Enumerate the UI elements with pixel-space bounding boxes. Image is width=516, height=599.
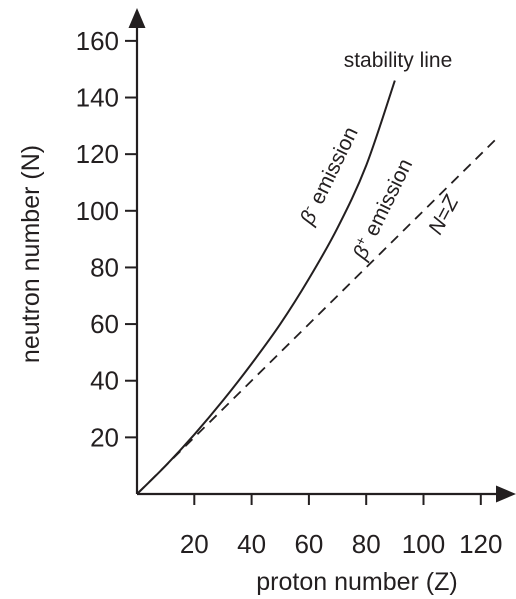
x-axis-title: proton number (Z) [256, 568, 457, 596]
y-axis-title: neutron number (N) [17, 145, 45, 363]
x-tick-label: 20 [180, 529, 209, 559]
n-equals-z-label: N=Z [424, 191, 464, 238]
y-tick-label: 60 [90, 309, 119, 339]
y-axis-arrow [128, 8, 146, 28]
x-ticks: 20 40 60 80 100 120 [180, 494, 502, 559]
x-tick-label: 40 [237, 529, 266, 559]
y-tick-label: 120 [76, 139, 119, 169]
beta-plus-annotation: β+ emission [346, 154, 418, 264]
y-ticks: 20 40 60 80 100 120 140 160 [76, 26, 137, 452]
x-tick-label: 120 [459, 529, 502, 559]
beta-minus-text: emission [303, 123, 363, 213]
beta-plus-text: emission [358, 155, 418, 245]
x-tick-label: 80 [352, 529, 381, 559]
stability-line-label: stability line [344, 49, 453, 72]
beta-minus-annotation: β- emission [293, 122, 363, 229]
stability-line [136, 80, 396, 495]
series-layer [136, 80, 496, 495]
x-tick-label: 100 [402, 529, 445, 559]
beta-minus-sign: - [298, 202, 315, 214]
y-tick-label: 160 [76, 26, 119, 56]
y-tick-label: 20 [90, 422, 119, 452]
y-tick-label: 140 [76, 83, 119, 113]
x-tick-label: 60 [294, 529, 323, 559]
x-axis-arrow [496, 485, 516, 503]
y-tick-label: 40 [90, 366, 119, 396]
y-tick-label: 80 [90, 252, 119, 282]
y-tick-label: 100 [76, 196, 119, 226]
